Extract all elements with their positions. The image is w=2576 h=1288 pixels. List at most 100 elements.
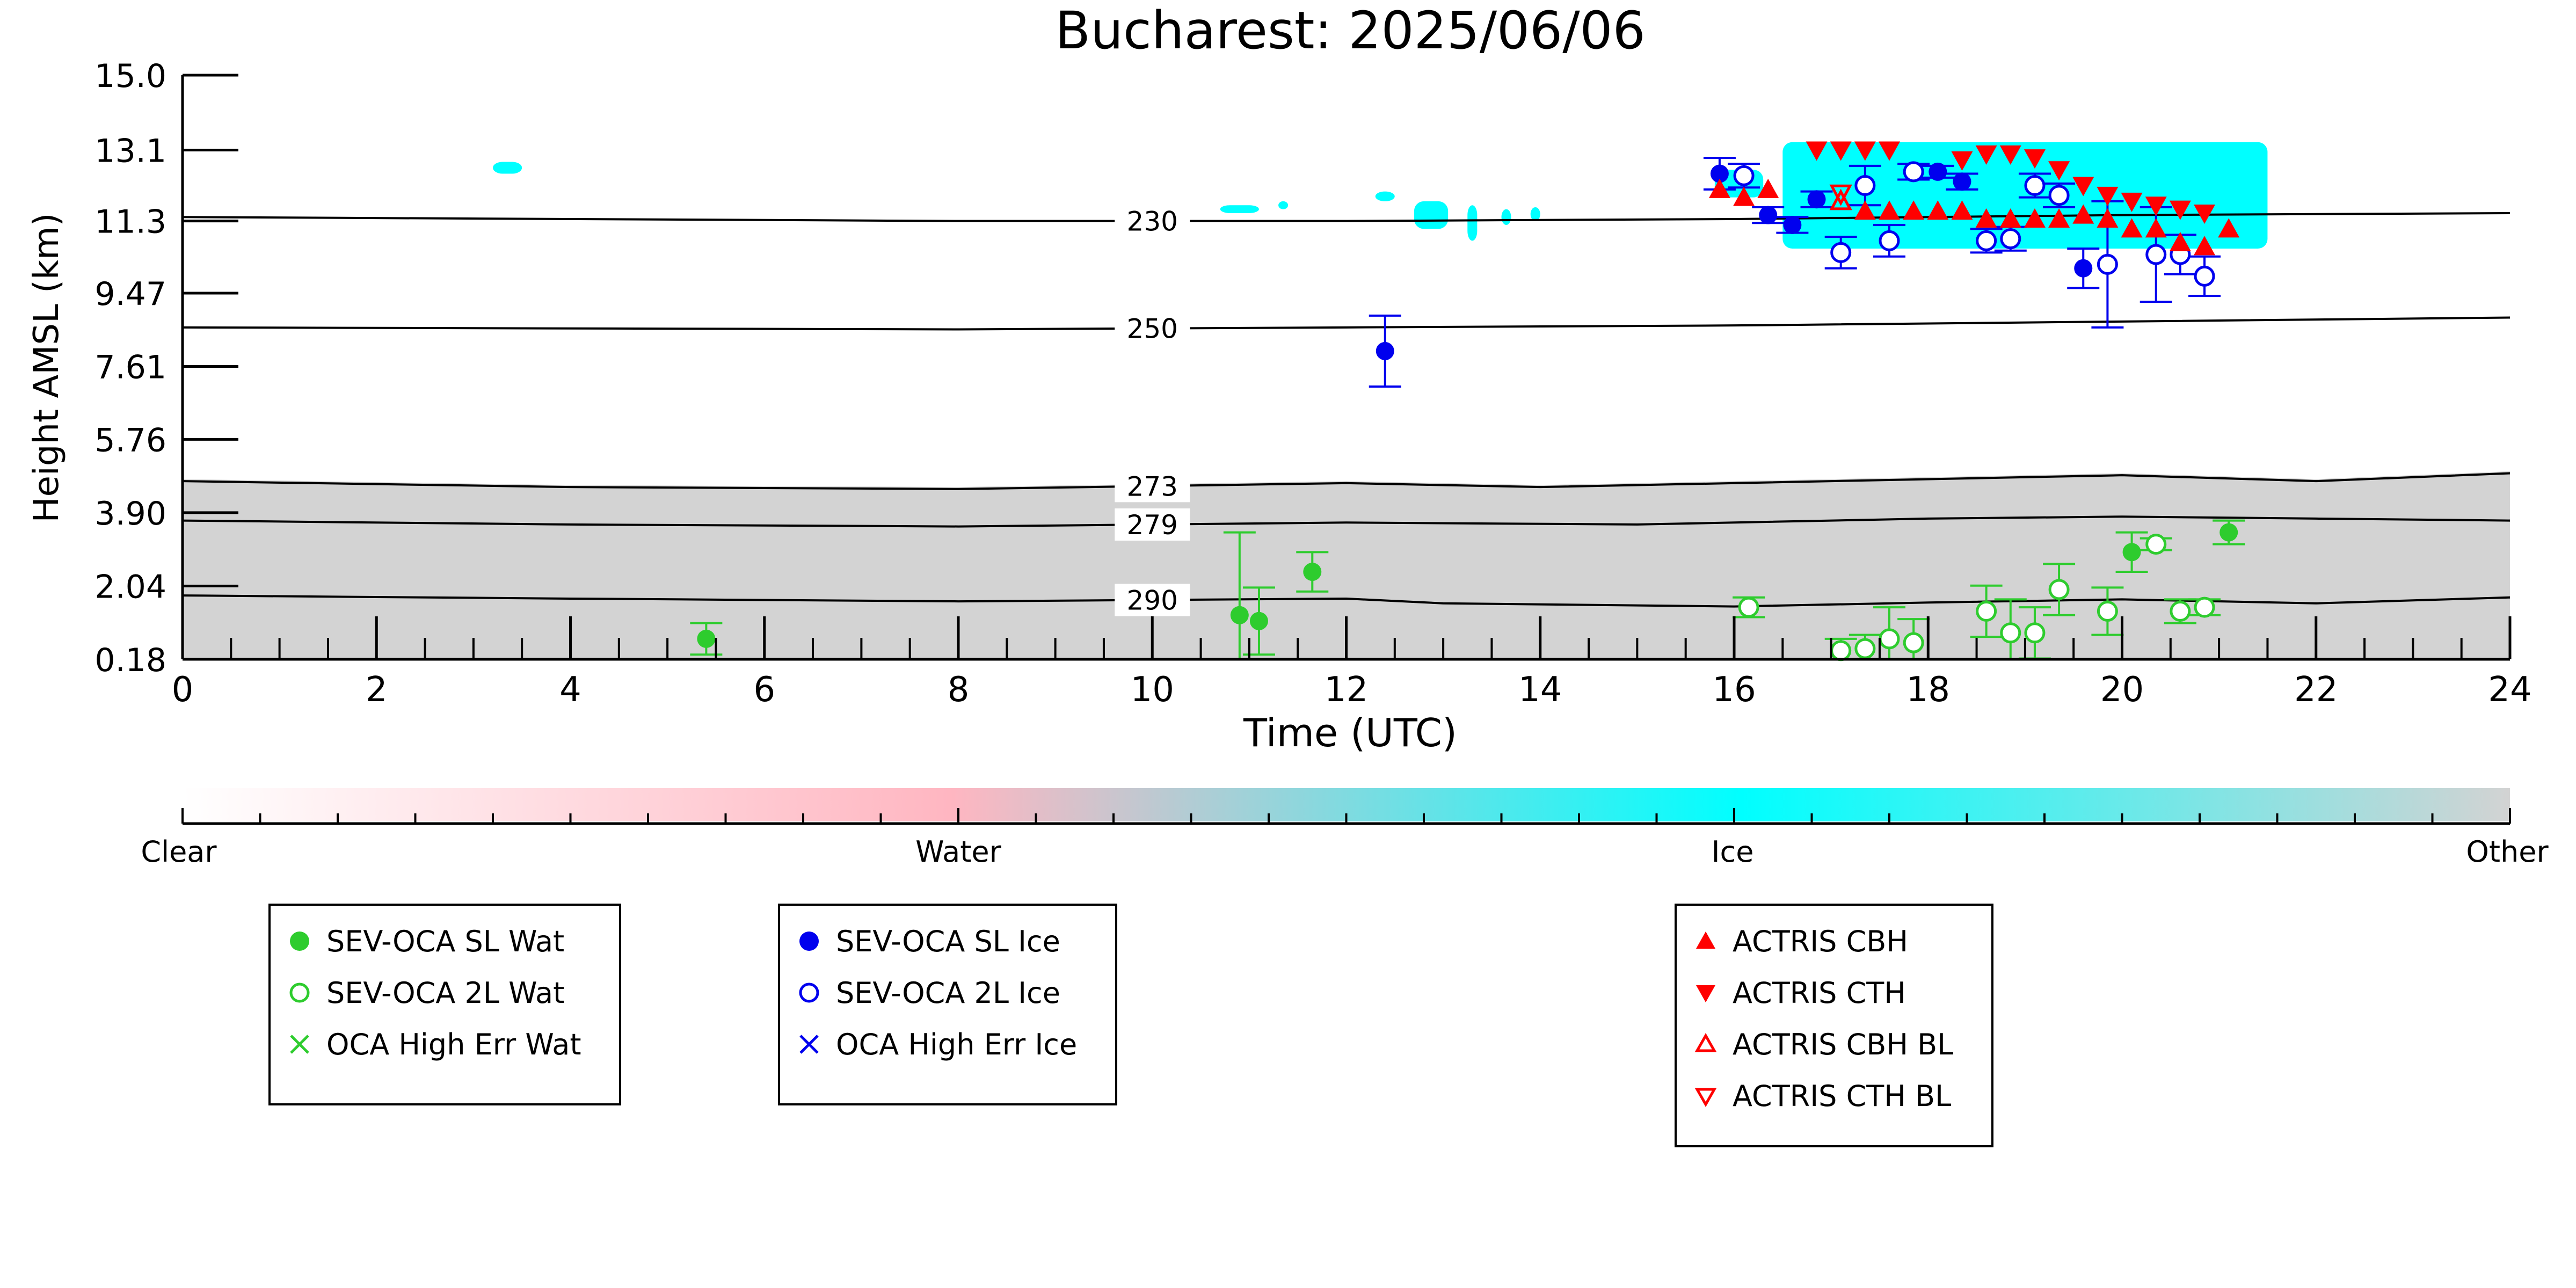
marker <box>1929 162 1947 181</box>
legend-item-sev-oca-2l-wat: SEV-OCA 2L Wat <box>283 967 606 1018</box>
legend-label: SEV-OCA 2L Ice <box>836 976 1060 1010</box>
x-tick-label: 14 <box>1518 670 1562 710</box>
isotherm-label-250: 250 <box>1127 314 1178 345</box>
data-point-triangle-down <box>2072 177 2094 197</box>
ice-class-region <box>1467 205 1478 241</box>
x-tick-label: 4 <box>559 670 581 710</box>
x-tick-label: 24 <box>2488 670 2531 710</box>
cloud-class-colorbar: Clear Water Ice Other <box>141 788 2549 869</box>
legend-item-sev-oca-sl-wat: SEV-OCA SL Wat <box>283 915 606 967</box>
x-axis-label: Time (UTC) <box>1243 710 1457 755</box>
legend-item-sev-oca-sl-ice: SEV-OCA SL Ice <box>793 915 1102 967</box>
marker <box>1708 178 1730 198</box>
data-point-open-circle <box>1970 584 2003 638</box>
data-point-triangle-down <box>1999 145 2021 165</box>
legend-label: ACTRIS CTH <box>1733 976 1906 1010</box>
data-point-open-circle <box>1970 228 2003 254</box>
data-point-filled-circle <box>1800 190 1833 209</box>
ice-class-region <box>1782 142 2268 249</box>
data-point-triangle-down <box>1975 145 1997 165</box>
data-point-triangle-up <box>1879 200 1900 220</box>
marker <box>2194 265 2215 287</box>
isotherm-layer: 230 250 273 279 290 <box>182 205 2510 616</box>
marker <box>1829 188 1852 210</box>
marker <box>1830 242 1852 263</box>
marker <box>1249 612 1268 630</box>
data-point-triangle-down <box>1806 141 1828 161</box>
marker <box>1953 172 1971 191</box>
marker <box>2048 185 2070 206</box>
marker <box>1830 141 1852 161</box>
data-point-triangle-up <box>1903 200 1925 220</box>
marker <box>2170 600 2191 622</box>
cross-icon <box>283 1028 316 1060</box>
data-point-triangle-up <box>1733 186 1755 206</box>
marker <box>1951 200 1973 220</box>
x-tick-label: 6 <box>753 670 775 710</box>
marker <box>1976 230 1997 251</box>
marker <box>2220 523 2238 542</box>
marker <box>1879 200 1900 220</box>
y-tick-label: 2.04 <box>94 568 166 606</box>
legend-item-actris-cth: ACTRIS CTH <box>1690 967 1978 1018</box>
marker <box>1829 184 1852 206</box>
marker <box>1975 145 1997 165</box>
isotherm-label-bg <box>1115 470 1190 503</box>
marker <box>2121 192 2143 212</box>
data-point-open-circle <box>2018 172 2051 199</box>
colorbar-label-water: Water <box>915 835 1001 869</box>
legend-ice: SEV-OCA SL Ice SEV-OCA 2L Ice OCA High E… <box>778 904 1117 1105</box>
marker <box>697 629 716 648</box>
data-point-triangle-up <box>2072 204 2094 224</box>
marker <box>1879 628 1900 650</box>
y-tick-label: 15.0 <box>94 57 166 95</box>
marker <box>1854 141 1876 161</box>
data-point-open-circle <box>2188 596 2221 618</box>
isotherm-line-290 <box>182 594 2510 608</box>
data-point-triangle-up <box>1951 200 1973 220</box>
ice-class-region <box>1414 201 1449 229</box>
data-point-triangle-down <box>2048 161 2070 181</box>
data-point-filled-circle <box>1776 215 1809 234</box>
ice-class-region <box>493 162 522 174</box>
data-point-open-circle <box>2140 534 2172 555</box>
marker <box>1903 632 1924 653</box>
marker <box>2145 244 2167 265</box>
isotherm-label-bg <box>1115 584 1190 616</box>
isotherm-label-bg <box>1115 508 1190 541</box>
filled-circle-icon <box>793 925 825 957</box>
x-tick-label: 18 <box>1906 670 1950 710</box>
isotherm-line-250 <box>182 316 2510 331</box>
marker <box>1783 215 1802 234</box>
data-point-triangle-up <box>2097 208 2119 228</box>
marker <box>1830 640 1852 661</box>
data-point-triangle-down <box>2024 149 2046 169</box>
data-point-open-circle <box>2043 182 2076 208</box>
marker <box>2000 228 2021 250</box>
legend-item-oca-high-err-wat: OCA High Err Wat <box>283 1018 606 1070</box>
marker <box>1999 145 2021 165</box>
data-point-triangle-up <box>2121 218 2143 238</box>
data-point-triangle-up <box>1999 208 2021 228</box>
marker <box>1903 200 1925 220</box>
data-point-triangle-up <box>1975 208 1997 228</box>
data-point-triangle-up <box>2169 232 2191 252</box>
colorbar-label-other: Other <box>2466 835 2549 869</box>
ice-class-region <box>1375 191 1395 201</box>
marker <box>1303 563 1322 581</box>
marker <box>1230 606 1249 624</box>
marker <box>2121 218 2143 238</box>
data-point-filled-circle <box>1242 586 1275 656</box>
data-point-triangle-down <box>2121 192 2143 212</box>
marker <box>2194 596 2215 618</box>
marker <box>2024 149 2046 169</box>
marker <box>1975 208 1997 228</box>
x-tick-label: 10 <box>1131 670 1174 710</box>
isotherm-label-279: 279 <box>1127 510 1178 541</box>
data-point-filled-circle <box>2115 531 2148 573</box>
data-point-triangle-down <box>1854 141 1876 161</box>
x-tick-label: 16 <box>1712 670 1756 710</box>
marker <box>2048 161 2070 181</box>
marker <box>2097 186 2119 206</box>
data-point-triangle-up <box>2048 208 2070 228</box>
